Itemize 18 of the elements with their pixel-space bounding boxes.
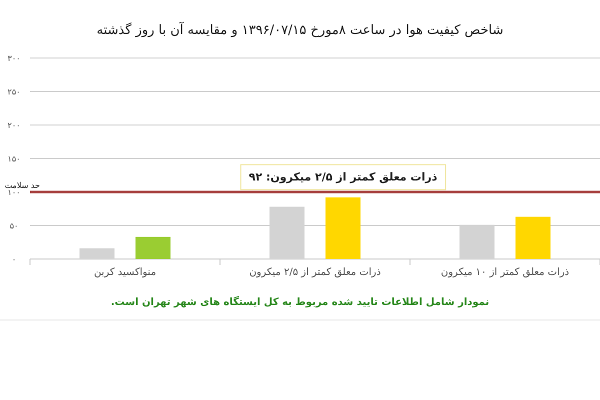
bar [136,236,170,259]
text: نمودار شامل اطلاعات تایید شده مربوط به کل ایستگاه های شهر تهران است. [110,295,490,308]
y-tick-label: ۲۰۰ [8,121,20,130]
x-tick-label: ذرات معلق کمتر از ۲/۵ میکرون [249,267,381,278]
y-tick-label: ۰ [12,255,16,264]
y-tick-label: ۱۰۰ [8,188,20,197]
x-tick-label: منواکسید کربن [94,267,156,278]
tooltip: ذرات معلق کمتر از ۲/۵ میکرون: ۹۲ [240,164,446,190]
y-tick-label: ۱۵۰ [8,154,20,164]
chart-title: شاخص کیفیت هوا در ساعت ۸مورخ ۱۳۹۶/۰۷/۱۵ و مقایسه آن با روز گذشته [96,21,504,38]
y-tick-label: ۲۵۰ [8,88,20,96]
ref-line-label: حد سلامت [4,181,40,190]
x-tick-label: ذرات معلق کمتر از ۱۰ میکرون [440,267,570,278]
bar [516,216,550,259]
bar [326,197,360,259]
y-tick-label: ۵۰ [10,222,18,230]
annotation: ذرات معلق کمتر از ۲/۵ میکرون: ۹۲ [248,170,438,184]
y-tick-label: ۳۰۰ [8,54,20,63]
